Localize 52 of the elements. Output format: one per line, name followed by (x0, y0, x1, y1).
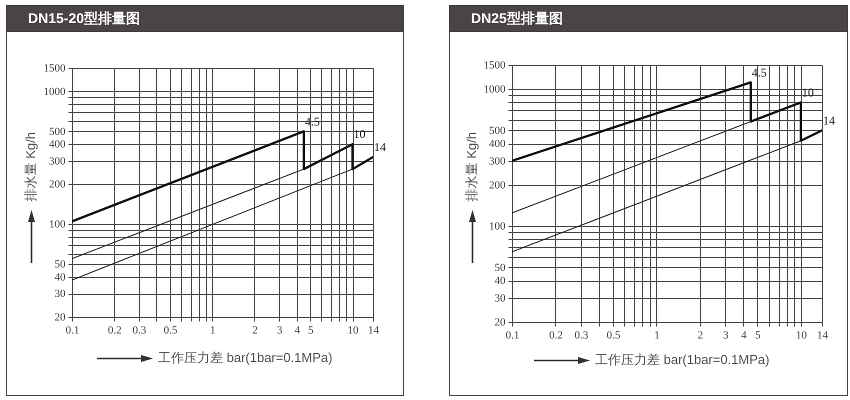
x-tick-label: 4 (294, 324, 300, 336)
y-tick-label: 20 (494, 316, 506, 328)
x-tick-label: 0.3 (132, 324, 147, 336)
x-axis-title: 工作压力差 bar(1bar=0.1MPa) (595, 351, 770, 369)
x-tick-label: 3 (276, 324, 283, 336)
y-tick-label: 100 (49, 218, 66, 231)
y-axis-title: 排水量 Kg/h (463, 132, 480, 202)
x-tick-label: 14 (817, 330, 828, 342)
annotation: 14 (823, 113, 835, 128)
y-tick-label: 1500 (44, 62, 66, 74)
y-tick-label: 400 (49, 138, 66, 151)
y-tick-label: 400 (489, 138, 506, 150)
x-tick-label: 0.1 (506, 330, 520, 342)
y-tick-label: 20 (54, 312, 66, 324)
x-tick-label: 2 (698, 330, 704, 342)
x-tick-label: 0.5 (164, 324, 178, 336)
y-tick-label: 1500 (484, 60, 506, 72)
y-tick-label: 500 (49, 126, 66, 138)
y-tick-label: 1000 (484, 84, 506, 96)
x-tick-label: 0.5 (606, 330, 621, 342)
chart-title: DN15-20型排量图 (6, 5, 404, 32)
y-tick-label: 1000 (44, 86, 66, 98)
y-tick-label: 40 (54, 272, 66, 284)
y-tick-label: 300 (49, 155, 66, 168)
x-tick-label: 3 (723, 330, 730, 342)
y-tick-label: 200 (49, 178, 66, 191)
x-tick-label: 1 (210, 324, 216, 336)
x-tick-label: 14 (368, 324, 380, 336)
y-tick-label: 300 (489, 155, 506, 168)
x-tick-label: 0.3 (574, 330, 589, 342)
y-tick-label: 100 (489, 220, 506, 233)
x-tick-label: 0.2 (549, 330, 563, 342)
y-tick-label: 40 (494, 275, 506, 288)
y-tick-label: 30 (494, 292, 506, 304)
x-tick-label: 0.2 (108, 324, 122, 336)
x-tick-label: 0.1 (66, 324, 80, 336)
x-tick-label: 1 (654, 330, 660, 342)
x-tick-label: 10 (796, 330, 808, 342)
y-tick-label: 50 (494, 262, 506, 274)
y-tick-label: 50 (54, 258, 66, 271)
y-axis-title: 排水量 Kg/h (22, 132, 39, 202)
x-tick-label: 2 (252, 324, 258, 336)
chart-title: DN25型排量图 (449, 5, 848, 32)
y-tick-label: 200 (489, 179, 506, 192)
y-tick-label: 30 (54, 288, 66, 300)
y-tick-label: 500 (489, 124, 506, 137)
x-tick-label: 10 (348, 324, 360, 336)
annotation: 14 (374, 140, 386, 154)
x-axis-title: 工作压力差 bar(1bar=0.1MPa) (158, 349, 332, 367)
x-tick-label: 5 (755, 330, 762, 342)
x-tick-label: 5 (308, 324, 314, 336)
x-tick-label: 4 (741, 330, 748, 342)
